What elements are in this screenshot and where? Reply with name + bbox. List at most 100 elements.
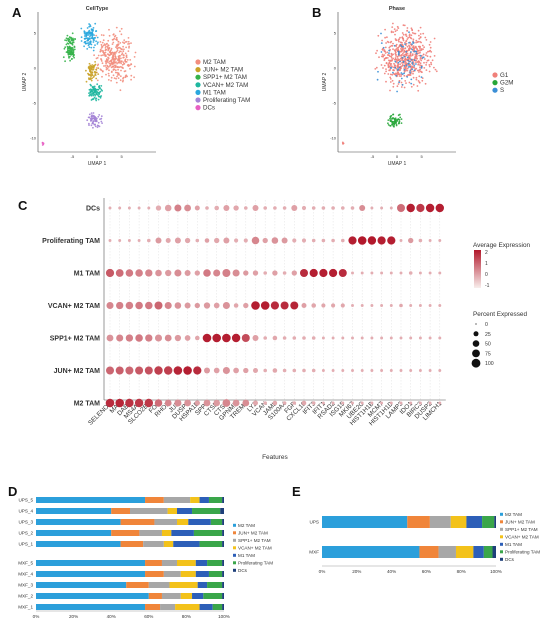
b-point <box>407 62 410 65</box>
c-dot <box>222 366 230 375</box>
b-point <box>391 59 393 62</box>
c-dot <box>203 302 211 309</box>
a-point <box>106 60 108 63</box>
c-dot <box>270 301 279 310</box>
c-dot <box>263 336 268 340</box>
b-point <box>407 66 410 68</box>
c-dot <box>164 301 172 310</box>
d-bar-segment <box>192 508 221 514</box>
c-dot <box>428 369 432 372</box>
b-legend-label: S <box>500 87 504 94</box>
a-cluster-3 <box>88 83 103 102</box>
c-dot <box>311 336 316 340</box>
a-point <box>66 34 69 37</box>
b-point <box>393 44 396 47</box>
b-point <box>413 47 415 50</box>
c-color-legend-bar <box>474 250 481 288</box>
c-dot <box>409 336 413 340</box>
b-point <box>430 63 433 66</box>
a-point <box>95 67 98 69</box>
b-point <box>393 73 396 76</box>
d-bar-segment <box>120 519 155 525</box>
a-point <box>118 62 120 64</box>
e-bar-segment <box>438 546 456 558</box>
c-dot <box>357 236 367 245</box>
c-dot <box>367 236 377 245</box>
b-point <box>421 77 424 79</box>
b-point <box>389 81 392 83</box>
b-cluster-3 <box>341 141 345 145</box>
c-dot <box>105 398 115 408</box>
d-legend-label: JUN+ M2 TAM <box>238 530 268 535</box>
a-point <box>112 56 115 59</box>
a-point <box>63 47 66 50</box>
c-dot <box>428 271 432 275</box>
a-point <box>112 59 115 61</box>
d-bar-segment <box>167 508 177 514</box>
a-point <box>67 53 70 55</box>
c-dot <box>147 206 151 210</box>
b-point <box>414 53 417 56</box>
a-point <box>117 46 120 49</box>
c-dot <box>311 368 316 373</box>
b-point <box>385 62 388 64</box>
b-point <box>404 53 406 56</box>
a-point <box>88 46 91 48</box>
a-point <box>115 77 117 80</box>
b-point <box>400 86 403 88</box>
c-dot <box>244 206 248 210</box>
a-point <box>127 50 130 52</box>
b-point <box>398 73 401 75</box>
e-bar-segment <box>473 546 484 558</box>
c-dot <box>380 206 384 210</box>
e-legend-label: M1 TAM <box>505 542 522 547</box>
a-point <box>83 45 85 48</box>
a-point <box>69 59 71 62</box>
c-dot <box>351 369 354 372</box>
c-dot <box>389 336 393 340</box>
b-point <box>400 77 403 80</box>
c-dot <box>272 368 278 373</box>
a-point <box>100 115 103 118</box>
a-point <box>97 98 100 101</box>
b-point <box>425 54 427 56</box>
a-point <box>118 66 121 69</box>
c-dot <box>380 271 384 275</box>
a-point <box>107 61 109 64</box>
b-point <box>380 51 383 53</box>
a-point <box>96 126 99 129</box>
a-point <box>89 92 92 94</box>
d-legend-label: Proliferating TAM <box>238 560 273 565</box>
c-dot <box>194 205 200 211</box>
c-dot <box>341 369 345 372</box>
c-dot <box>222 269 231 277</box>
a-point <box>117 68 119 71</box>
a-point <box>124 61 127 63</box>
b-point <box>435 70 438 73</box>
a-point <box>97 54 100 57</box>
d-x-tick: 80% <box>182 614 191 619</box>
d-bar-segment <box>161 530 172 536</box>
d-bar-segment <box>111 530 140 536</box>
b-point <box>400 118 403 120</box>
c-dot <box>125 366 134 375</box>
a-point <box>91 98 94 100</box>
a-point <box>120 62 122 65</box>
a-legend-swatch <box>195 105 201 111</box>
a-point <box>101 41 104 44</box>
a-point <box>91 64 94 66</box>
a-point <box>112 65 115 68</box>
a-point <box>90 46 93 49</box>
d-bar-segment <box>180 571 196 577</box>
a-point <box>115 26 118 29</box>
a-point <box>101 62 104 65</box>
a-point <box>110 47 113 50</box>
b-point <box>416 61 419 63</box>
a-point <box>92 126 94 129</box>
a-point <box>99 68 102 71</box>
c-dot <box>164 366 173 375</box>
a-point <box>95 34 98 37</box>
d-bar-segment <box>199 604 213 610</box>
d-bar-segment <box>222 582 224 588</box>
